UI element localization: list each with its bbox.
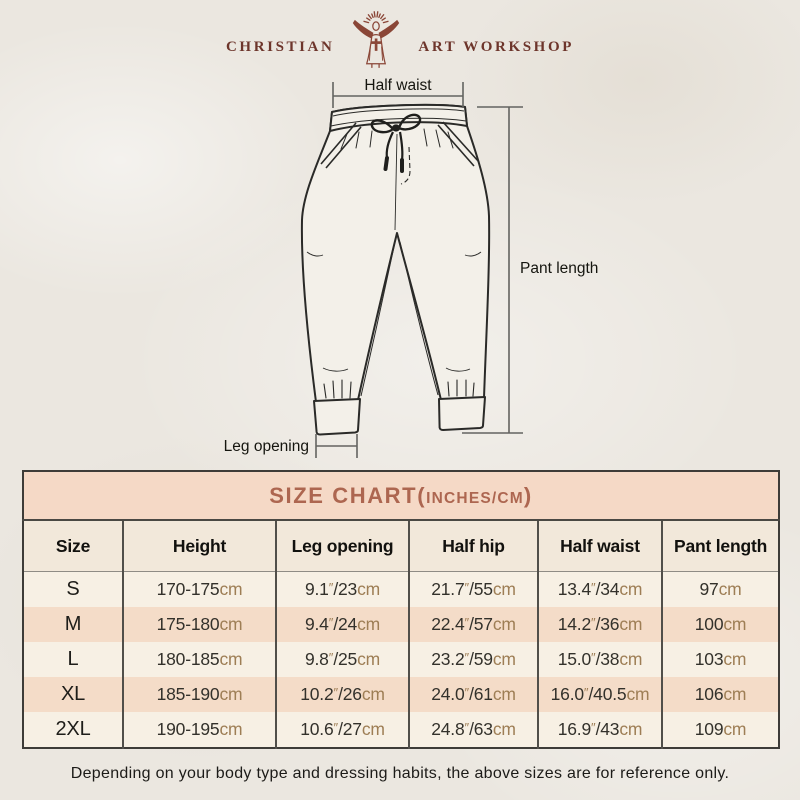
height-cell: 175-180cm (122, 607, 276, 642)
size-chart-table: SIZE CHART(INCHES/CM) Size Height Leg op… (22, 470, 781, 749)
halo-rays-icon (363, 11, 390, 24)
size-cell: M (64, 613, 82, 635)
leg-opening-cell: 10.2″/26cm (275, 677, 409, 712)
pants-measurement-diagram: Half waist Pant length Leg opening (224, 77, 598, 458)
leg-opening-cell: 9.4″/24cm (275, 607, 409, 642)
figure-right-arm (379, 19, 400, 39)
half-waist-cell: 15.0″/38cm (537, 642, 662, 677)
col-header-height: Height (122, 520, 276, 572)
pant-length-cell: 109cm (660, 712, 780, 748)
size-cell: L (67, 648, 79, 670)
pants-drawing (300, 103, 491, 436)
pant-length-cell: 106cm (660, 677, 780, 712)
pant-length-cell: 100cm (660, 607, 780, 642)
size-chart-title: SIZE CHART(INCHES/CM) (23, 471, 780, 521)
height-cell: 185-190cm (122, 677, 276, 712)
height-cell: 170-175cm (122, 571, 276, 607)
half-waist-cell: 16.9″/43cm (537, 712, 662, 748)
title-unit: INCHES/CM (426, 489, 524, 507)
leg-opening-cell: 10.6″/27cm (275, 712, 409, 748)
size-table-body: S 170-175cm 9.1″/23cm 21.7″/55cm 13.4″/34cm 9… (23, 571, 780, 748)
half-hip-cell: 21.7″/55cm (408, 571, 538, 607)
chest-cross-icon (371, 38, 382, 51)
height-cell: 190-195cm (122, 712, 276, 748)
col-header-half-waist: Half waist (537, 520, 662, 572)
size-cell: XL (60, 683, 86, 705)
right-cuff (438, 396, 486, 431)
title-paren: ) (523, 482, 533, 508)
half-waist-cell: 14.2″/36cm (537, 607, 662, 642)
fly-stitch (400, 146, 411, 185)
robe-fold-line (381, 46, 384, 61)
half-waist-cell: 13.4″/34cm (537, 571, 662, 607)
brand-name-left: CHRISTIAN (226, 38, 335, 55)
pocket-lines (320, 121, 480, 169)
footer-note: Depending on your body type and dressing… (70, 765, 730, 782)
leg-opening-label: Leg opening (224, 438, 309, 455)
size-row-s: S 170-175cm 9.1″/23cm 21.7″/55cm 13.4″/34cm 9… (23, 571, 780, 607)
drawstring-bow-icon (370, 113, 422, 173)
figure-robe (366, 34, 387, 65)
waist-gathers (340, 128, 454, 150)
pant-length-cell: 97cm (660, 571, 780, 607)
half-hip-cell: 24.8″/63cm (408, 712, 538, 748)
size-row-l: L 180-185cm 9.8″/25cm 23.2″/59cm 15.0″/38cm 1… (23, 642, 780, 677)
wrinkle-lines (306, 251, 482, 372)
jesus-figure-icon (353, 11, 400, 68)
half-waist-cell: 16.0″/40.5cm (537, 677, 662, 712)
cuff-gathers (323, 379, 475, 399)
pant-length-cell: 103cm (660, 642, 780, 677)
col-header-half-hip: Half hip (408, 520, 538, 572)
figure-head (372, 21, 381, 31)
brand-name-right: ART WORKSHOP (418, 38, 574, 55)
col-header-leg-opening: Leg opening (275, 520, 409, 572)
brand-header: CHRISTIAN ART WORKSHOP (0, 8, 800, 70)
measurement-lines (315, 82, 523, 458)
pants-outline (300, 103, 491, 403)
size-row-2xl: 2XL 190-195cm 10.6″/27cm 24.8″/63cm 16.9″/43… (23, 712, 780, 748)
title-main: SIZE CHART (269, 482, 418, 508)
size-row-m: M 175-180cm 9.4″/24cm 22.4″/57cm 14.2″/36cm 1… (23, 607, 780, 642)
half-hip-cell: 22.4″/57cm (408, 607, 538, 642)
size-cell: 2XL (55, 718, 91, 740)
half-waist-label: Half waist (364, 77, 432, 94)
half-hip-cell: 23.2″/59cm (408, 642, 538, 677)
figure-left-arm (353, 19, 374, 39)
size-cell: S (66, 578, 80, 600)
col-header-pant-length: Pant length (660, 520, 780, 572)
column-header-row: Size Height Leg opening Half hip Half wa… (23, 520, 780, 572)
robe-fold-line (369, 46, 372, 61)
size-row-xl: XL 185-190cm 10.2″/26cm 24.0″/61cm 16.0″/40.… (23, 677, 780, 712)
title-paren: ( (417, 482, 427, 508)
size-chart-title-row: SIZE CHART(INCHES/CM) (23, 471, 780, 521)
left-cuff (313, 398, 361, 436)
col-header-size: Size (23, 520, 123, 572)
leg-opening-cell: 9.1″/23cm (275, 571, 409, 607)
leg-opening-cell: 9.8″/25cm (275, 642, 409, 677)
center-seam (394, 133, 398, 231)
height-cell: 180-185cm (122, 642, 276, 677)
pant-length-label: Pant length (520, 260, 598, 277)
half-hip-cell: 24.0″/61cm (408, 677, 538, 712)
